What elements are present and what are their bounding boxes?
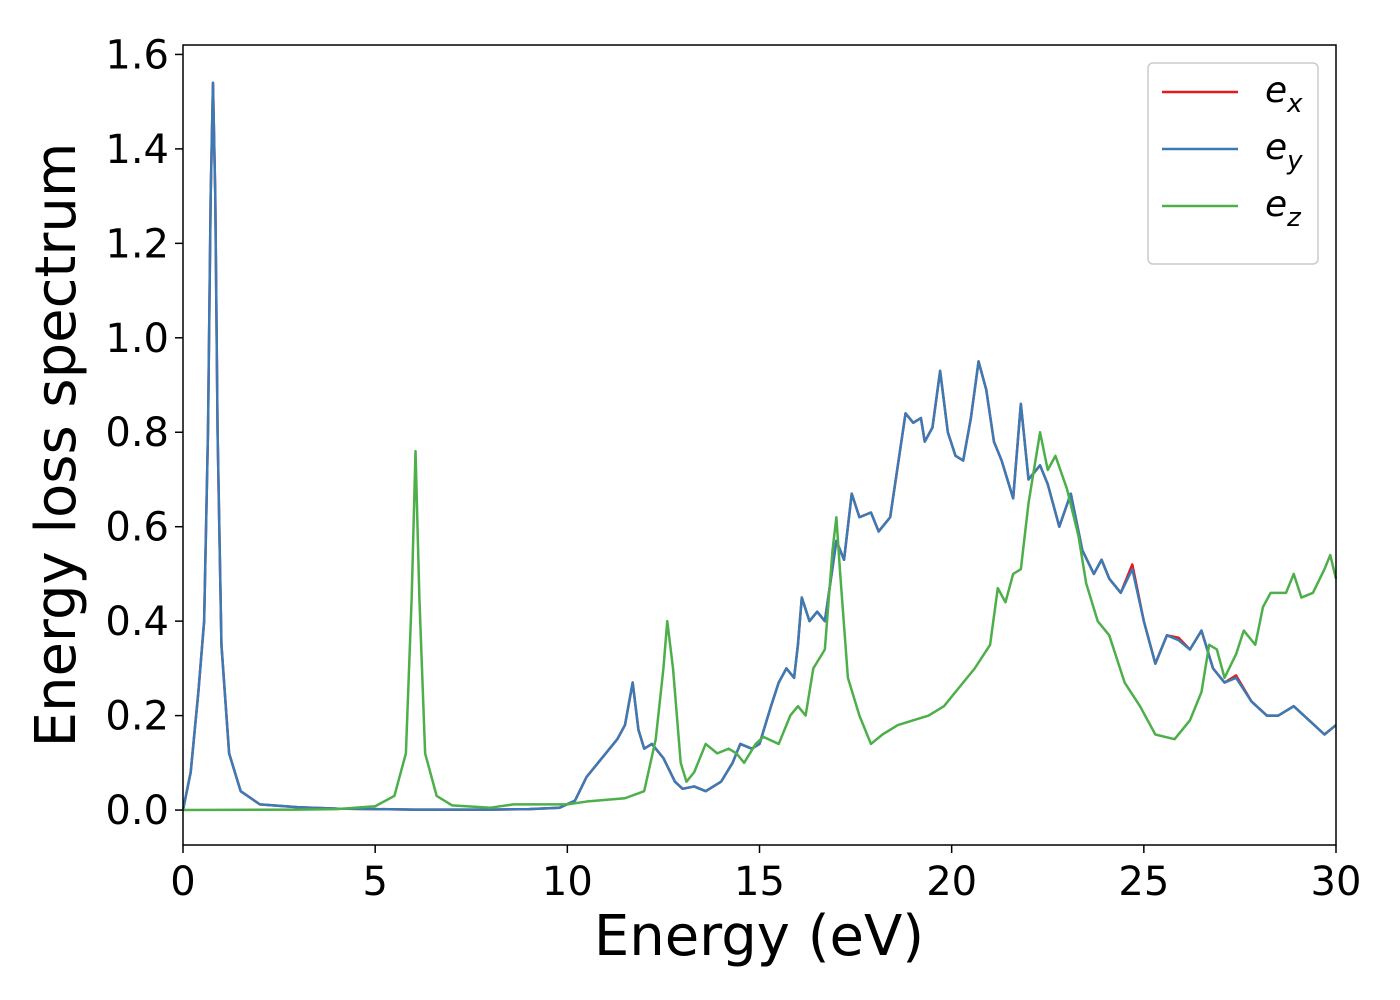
y-tick-label: 0.6 [105,505,169,551]
y-tick-label: 0.2 [105,694,169,740]
x-tick-label: 20 [926,859,977,905]
y-tick-label: 1.0 [105,316,169,362]
x-tick-label: 15 [734,859,785,905]
legend-label: ez [1265,184,1302,233]
x-tick-label: 5 [362,859,387,905]
y-axis-label: Energy loss spectrum [24,143,89,748]
legend-label: ey [1265,127,1303,176]
y-tick-label: 1.6 [105,32,169,78]
x-tick-label: 0 [170,859,195,905]
plot-frame [182,44,1337,846]
legend-box [1147,62,1319,265]
x-tick-label: 30 [1311,859,1362,905]
y-tick-label: 0.4 [105,599,169,645]
y-tick-label: 0.0 [105,788,169,834]
y-tick-label: 1.2 [105,221,169,267]
legend-label: ex [1265,70,1303,119]
series-line [182,431,1338,812]
x-tick-label: 10 [542,859,593,905]
x-tick-label: 25 [1118,859,1169,905]
x-axis-label: Energy (eV) [594,904,924,969]
y-tick-label: 1.4 [105,127,169,173]
y-tick-label: 0.8 [105,410,169,456]
